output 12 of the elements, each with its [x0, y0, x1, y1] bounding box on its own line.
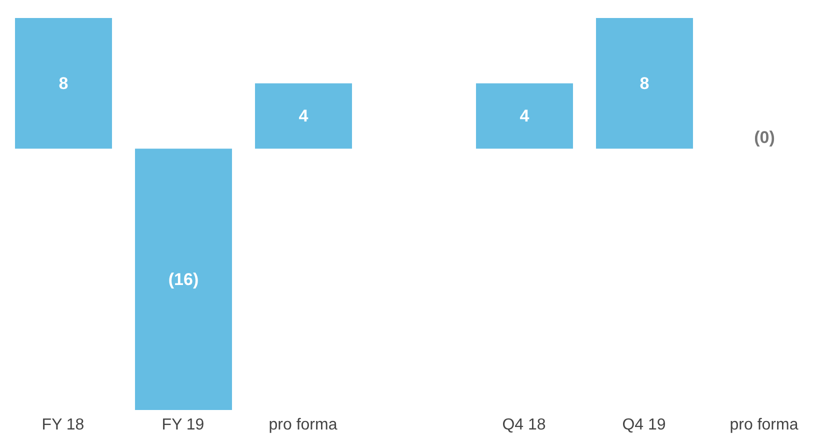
- data-label: (16): [168, 270, 199, 289]
- x-tick-label: pro forma: [730, 416, 798, 434]
- data-label: 8: [58, 74, 68, 93]
- x-tick-label: Q4 18: [502, 416, 546, 434]
- data-label: 8: [640, 74, 650, 93]
- x-tick-label: FY 19: [162, 416, 204, 434]
- data-label: 4: [520, 106, 530, 126]
- data-label: 4: [298, 106, 309, 126]
- data-label: (0): [754, 128, 775, 148]
- x-tick-label: pro forma: [268, 416, 338, 434]
- x-tick-label: FY 18: [42, 416, 84, 434]
- x-tick-label: Q4 19: [622, 416, 666, 434]
